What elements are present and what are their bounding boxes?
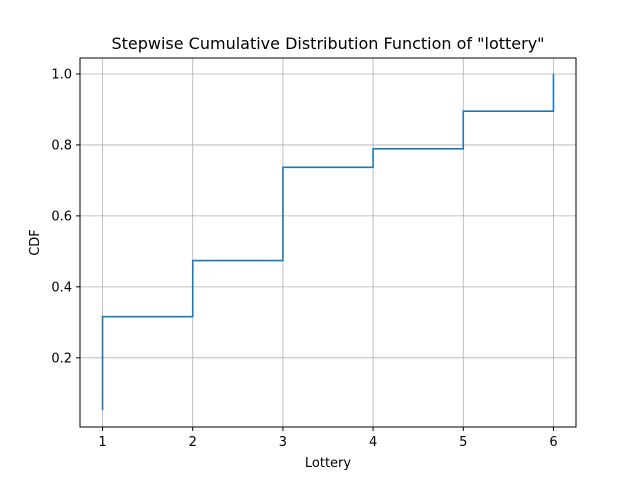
x-tick-label: 4 [369, 435, 377, 450]
x-tick-label: 1 [98, 435, 106, 450]
cdf-step-line [101, 73, 555, 410]
y-tick-label: 0.2 [51, 351, 72, 366]
y-tick-label: 0.4 [51, 280, 72, 295]
y-tick-label: 0.6 [51, 209, 72, 224]
y-axis-label: CDF [28, 229, 43, 256]
grid [80, 58, 576, 427]
chart-title: Stepwise Cumulative Distribution Functio… [111, 34, 544, 53]
y-tick-label: 1.0 [51, 67, 72, 82]
x-axis-label: Lottery [305, 456, 352, 471]
y-tick-label: 0.8 [51, 138, 72, 153]
x-tick-label: 6 [549, 435, 557, 450]
x-tick-label: 3 [279, 435, 287, 450]
x-tick-label: 2 [189, 435, 197, 450]
ticks: 1 2 3 4 5 6 0.2 0.4 0.6 0.8 1.0 [51, 67, 557, 450]
series-layer [101, 73, 555, 410]
x-tick-label: 5 [459, 435, 467, 450]
plot-frame [79, 57, 577, 428]
